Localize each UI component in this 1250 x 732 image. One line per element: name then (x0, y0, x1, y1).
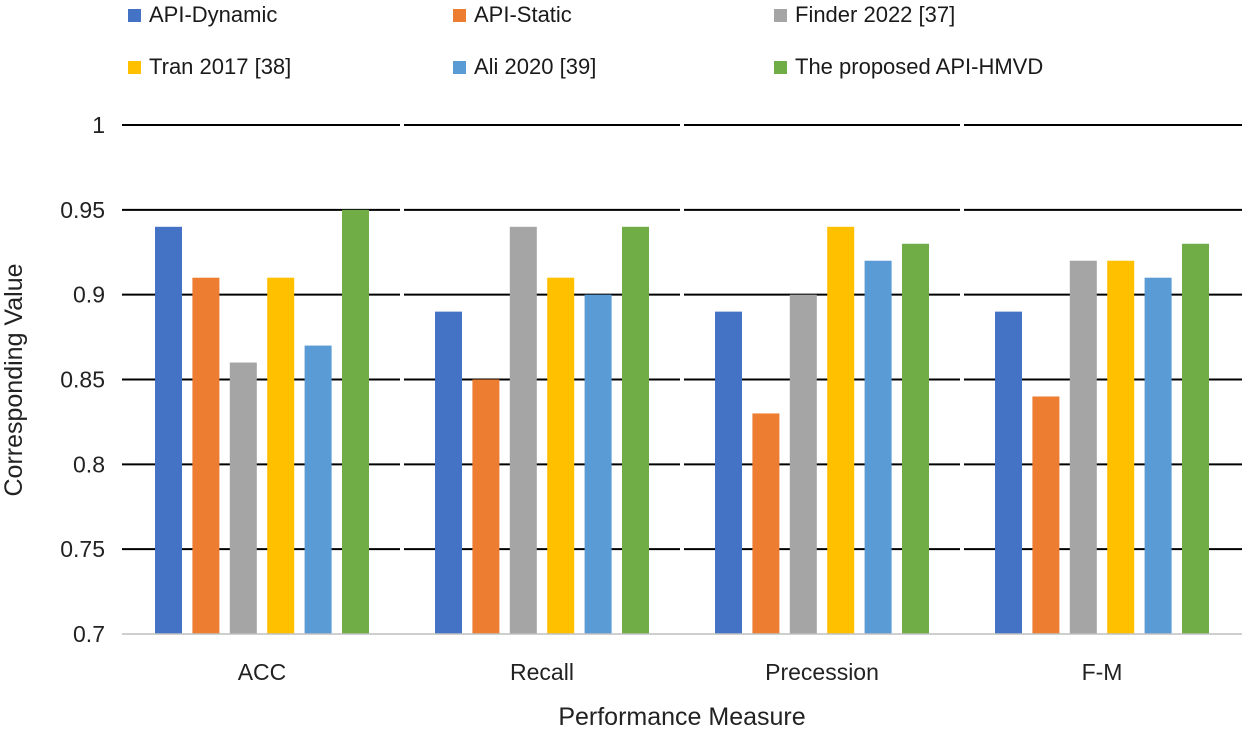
legend-item-proposed-api-hmvd: The proposed API-HMVD (774, 54, 1043, 80)
bars (155, 209, 1209, 635)
legend-item-ali-2020: Ali 2020 [39] (453, 54, 596, 80)
bar-api-static-recall (472, 379, 500, 634)
bar-the-proposed-api-hmvd-f-m (1182, 243, 1209, 634)
x-tick-label: Recall (510, 659, 574, 685)
bar-tran-2017-38-acc (267, 277, 295, 634)
legend-swatch (774, 60, 787, 74)
legend-label: API-Static (474, 2, 572, 27)
y-tick-label: 0.95 (60, 197, 105, 223)
legend: API-Dynamic API-Static Finder 2022 [37] … (0, 0, 1250, 110)
bar-finder-2022-37-acc (229, 362, 257, 634)
bar-ali-2020-39-precession (864, 260, 892, 634)
y-tick-label: 0.85 (60, 367, 105, 393)
y-tick-label: 0.9 (73, 282, 105, 308)
legend-label: API-Dynamic (149, 2, 278, 27)
y-tick-label: 0.7 (73, 621, 105, 647)
bar-ali-2020-39-acc (304, 345, 332, 634)
legend-item-tran-2017: Tran 2017 [38] (128, 54, 291, 80)
bar-finder-2022-37-precession (789, 294, 817, 634)
bar-api-dynamic-acc (155, 226, 182, 635)
bar-tran-2017-38-f-m (1107, 260, 1135, 634)
x-tick-label: F-M (1082, 659, 1123, 685)
legend-item-api-static: API-Static (453, 2, 572, 28)
x-axis-title: Performance Measure (558, 703, 805, 731)
legend-label: Ali 2020 [39] (474, 54, 597, 79)
bar-api-static-precession (752, 413, 780, 634)
legend-swatch (453, 60, 466, 74)
bar-api-static-acc (192, 277, 220, 634)
bar-tran-2017-38-recall (547, 277, 575, 634)
x-axis-tick-labels: ACC Recall Precession F-M (238, 659, 1123, 685)
legend-label: Tran 2017 [38] (149, 54, 292, 79)
bar-api-static-f-m (1032, 396, 1060, 634)
bar-the-proposed-api-hmvd-recall (622, 226, 649, 635)
bar-api-dynamic-recall (435, 311, 462, 634)
legend-swatch (453, 8, 466, 22)
group-separator (960, 123, 964, 632)
legend-item-api-dynamic: API-Dynamic (128, 2, 277, 28)
legend-label: Finder 2022 [37] (795, 2, 956, 27)
y-tick-label: 0.8 (73, 451, 105, 477)
legend-swatch (774, 8, 787, 22)
bar-the-proposed-api-hmvd-precession (902, 243, 929, 634)
bar-ali-2020-39-recall (584, 294, 612, 634)
bar-finder-2022-37-f-m (1069, 260, 1097, 634)
y-axis-title: Corresponding Value (0, 263, 28, 496)
y-tick-label: 0.75 (60, 536, 105, 562)
legend-item-finder-2022: Finder 2022 [37] (774, 2, 955, 28)
legend-swatch (128, 60, 141, 74)
group-separator (400, 123, 404, 632)
bar-tran-2017-38-precession (827, 226, 855, 635)
x-tick-label: ACC (238, 659, 287, 685)
bar-api-dynamic-precession (715, 311, 742, 634)
legend-label: The proposed API-HMVD (795, 54, 1044, 79)
group-separator (680, 123, 684, 632)
y-tick-label: 1 (92, 112, 105, 138)
bar-finder-2022-37-recall (509, 226, 537, 635)
bar-the-proposed-api-hmvd-acc (342, 209, 369, 635)
x-tick-label: Precession (765, 659, 879, 685)
bar-ali-2020-39-f-m (1144, 277, 1172, 634)
legend-swatch (128, 8, 141, 22)
bar-api-dynamic-f-m (995, 311, 1022, 634)
y-axis-tick-labels: 0.7 0.75 0.8 0.85 0.9 0.95 1 (60, 112, 105, 647)
